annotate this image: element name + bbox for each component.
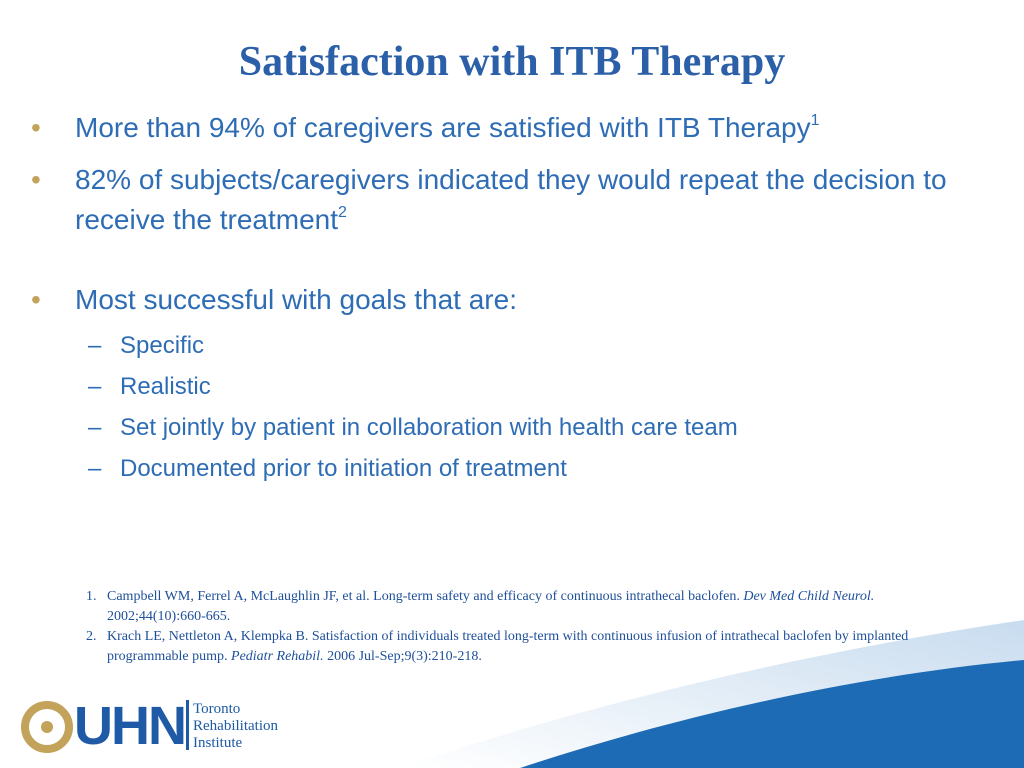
reference-journal: Pediatr Rehabil. xyxy=(231,649,324,664)
reference-number: 1. xyxy=(86,589,97,604)
reference: 1. Campbell WM, Ferrel A, McLaughlin JF, … xyxy=(86,587,916,627)
sub-bullet: Set jointly by patient in collaboration … xyxy=(88,413,738,443)
reference: 2. Krach LE, Nettleton A, Klempka B. Sati… xyxy=(86,627,916,667)
swoosh-dark xyxy=(520,660,1024,768)
superscript: 2 xyxy=(338,204,347,221)
reference-text: Campbell WM, Ferrel A, McLaughlin JF, et… xyxy=(107,589,740,604)
superscript: 1 xyxy=(810,112,820,129)
reference-details: 2002;44(10):660-665. xyxy=(107,609,231,624)
logo-mark: UHN xyxy=(74,696,187,756)
reference-number: 2. xyxy=(86,629,97,644)
logo-text: Rehabilitation xyxy=(193,718,278,734)
title: Satisfaction with ITB Therapy xyxy=(238,39,786,85)
reference-journal: Dev Med Child Neurol. xyxy=(743,589,875,604)
bullet: Most successful with goals that are: xyxy=(31,280,995,320)
sub-bullet: Documented prior to initiation of treatm… xyxy=(88,454,567,484)
sub-bullet: Realistic xyxy=(88,372,211,402)
reference-text: Krach LE, Nettleton A, Klempka B. Satisf… xyxy=(107,629,909,664)
bullet: 82% of subjects/caregivers indicated the… xyxy=(31,160,995,240)
bullet: More than 94% of caregivers are satisfie… xyxy=(31,108,995,148)
logo-icon xyxy=(21,701,73,753)
logo-text: Toronto xyxy=(193,701,241,717)
bullet-text: More than 94% of caregivers are satisfie… xyxy=(75,112,811,143)
bullet-text: Most successful with goals that are: xyxy=(75,284,517,315)
bullet-text: 82% of subjects/caregivers indicated the… xyxy=(75,164,947,235)
logo-divider xyxy=(186,700,189,750)
sub-bullet: Specific xyxy=(88,331,204,361)
reference-details: 2006 Jul-Sep;9(3):210-218. xyxy=(327,649,482,664)
logo-text: Institute xyxy=(193,735,243,751)
